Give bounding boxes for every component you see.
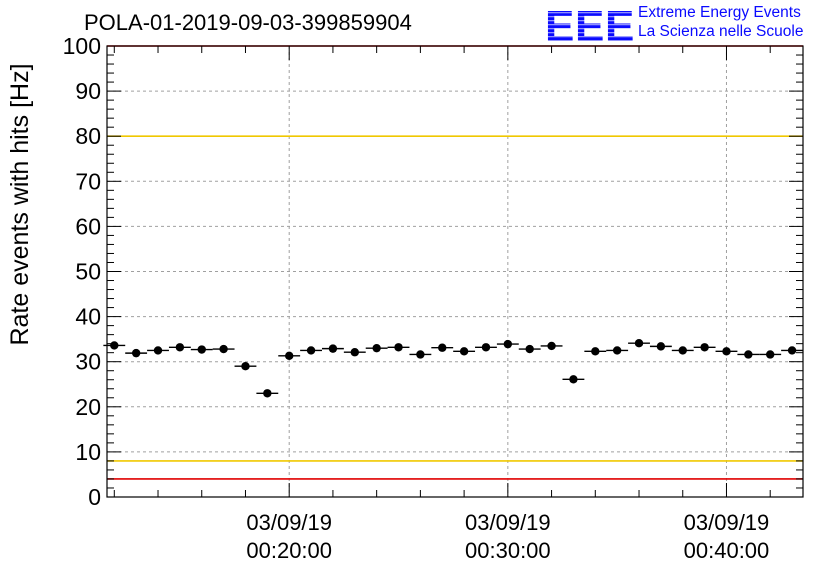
logo-stripe bbox=[543, 8, 635, 10]
data-point bbox=[197, 345, 206, 354]
y-tick-label: 40 bbox=[75, 304, 101, 330]
y-axis-label: Rate events with hits [Hz] bbox=[6, 63, 34, 345]
x-tick-label-date: 03/09/19 bbox=[246, 510, 332, 535]
y-tick-label: 60 bbox=[75, 213, 101, 239]
logo-line-1: Extreme Energy Events bbox=[638, 4, 801, 21]
chart-title: POLA-01-2019-09-03-399859904 bbox=[84, 10, 412, 35]
data-point bbox=[766, 350, 775, 359]
y-tick-label: 20 bbox=[75, 394, 101, 420]
logo-stripe bbox=[543, 24, 635, 26]
data-point bbox=[350, 348, 359, 357]
data-point bbox=[438, 343, 447, 352]
data-point bbox=[503, 339, 513, 349]
x-tick-label-time: 00:40:00 bbox=[684, 538, 770, 563]
data-point bbox=[110, 341, 119, 350]
x-tick-label-date: 03/09/19 bbox=[684, 510, 770, 535]
data-point bbox=[284, 351, 294, 361]
x-tick-label-time: 00:30:00 bbox=[465, 538, 551, 563]
y-tick-label: 30 bbox=[75, 349, 101, 375]
data-point bbox=[131, 348, 141, 358]
y-tick-label: 70 bbox=[75, 168, 101, 194]
data-point bbox=[241, 362, 250, 371]
y-tick-label: 0 bbox=[88, 484, 101, 510]
logo-stripe bbox=[543, 32, 635, 34]
data-point bbox=[700, 343, 709, 352]
logo-caption: Extreme Energy Events La Scienza nelle S… bbox=[638, 3, 803, 41]
data-point bbox=[525, 344, 534, 354]
data-point bbox=[153, 346, 163, 355]
data-point bbox=[787, 346, 797, 355]
logo-stripe bbox=[543, 16, 635, 18]
y-tick-label: 90 bbox=[75, 78, 101, 104]
data-point bbox=[591, 347, 600, 356]
logo-stripe bbox=[543, 12, 635, 14]
data-point bbox=[481, 343, 491, 352]
x-tick-label-date: 03/09/19 bbox=[465, 510, 551, 535]
logo-stripe bbox=[543, 36, 635, 38]
y-tick-label: 80 bbox=[75, 123, 101, 149]
y-tick-label: 10 bbox=[75, 439, 101, 465]
data-point bbox=[678, 346, 687, 355]
logo-stripe bbox=[543, 40, 635, 42]
data-point bbox=[328, 344, 338, 353]
data-point bbox=[656, 342, 666, 351]
data-point bbox=[612, 346, 622, 355]
data-point bbox=[416, 350, 425, 359]
y-tick-label: 50 bbox=[75, 259, 101, 285]
logo-stripe bbox=[543, 20, 635, 22]
x-tick-label-time: 00:20:00 bbox=[246, 538, 332, 563]
data-point bbox=[306, 346, 316, 355]
data-point bbox=[263, 389, 272, 398]
data-point bbox=[744, 350, 753, 359]
data-point bbox=[634, 339, 644, 348]
data-point bbox=[569, 375, 578, 384]
data-point bbox=[394, 343, 403, 352]
data-point bbox=[219, 344, 228, 354]
data-point bbox=[722, 347, 731, 356]
data-point bbox=[372, 343, 381, 353]
logo-line-2: La Scienza nelle Scuole bbox=[638, 23, 804, 40]
data-point bbox=[175, 343, 185, 352]
data-point bbox=[547, 341, 556, 351]
logo-stripe bbox=[543, 28, 635, 30]
data-point bbox=[459, 347, 469, 356]
y-tick-label: 100 bbox=[63, 33, 101, 59]
